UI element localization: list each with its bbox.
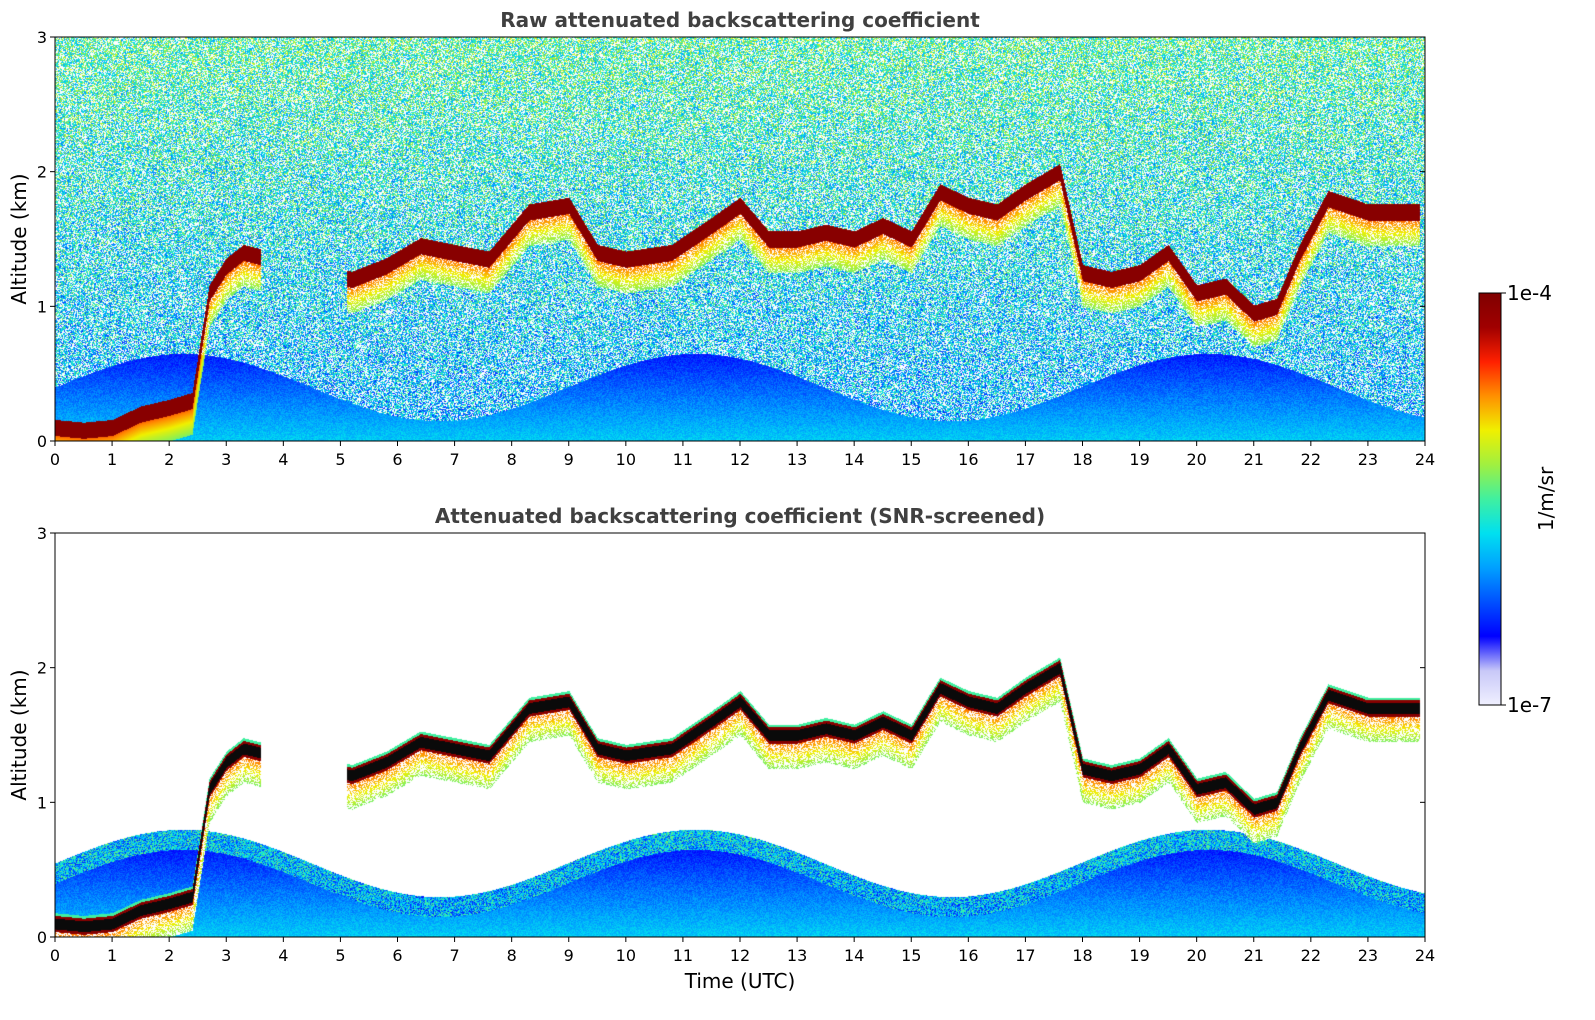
raw-y-ticks: 0 1 2 3 xyxy=(37,28,1425,451)
x-tick-label: 1 xyxy=(107,450,117,469)
x-tick-label: 19 xyxy=(1129,450,1149,469)
x-tick-label: 0 xyxy=(50,450,60,469)
x-tick-label: 24 xyxy=(1415,946,1435,965)
screened-y-ticks: 0 1 2 3 xyxy=(37,524,1425,947)
x-tick-label: 3 xyxy=(221,450,231,469)
x-tick-label: 9 xyxy=(564,946,574,965)
x-tick-label: 3 xyxy=(221,946,231,965)
x-tick-label: 13 xyxy=(787,450,807,469)
x-tick-label: 8 xyxy=(507,946,517,965)
x-tick-label: 21 xyxy=(1244,946,1264,965)
x-tick-label: 18 xyxy=(1072,946,1092,965)
x-tick-label: 14 xyxy=(844,450,864,469)
x-tick-label: 2 xyxy=(164,450,174,469)
x-tick-label: 21 xyxy=(1244,450,1264,469)
raw-heatmap-area xyxy=(55,37,1425,441)
raw-y-axis-label: Altitude (km) xyxy=(7,173,31,304)
colorbar-min-label: 1e-7 xyxy=(1507,693,1552,717)
screened-heatmap-canvas xyxy=(55,533,1425,937)
raw-heatmap-canvas xyxy=(55,37,1425,441)
x-tick-label: 13 xyxy=(787,946,807,965)
raw-panel-title: Raw attenuated backscattering coefficien… xyxy=(500,8,980,32)
x-tick-label: 23 xyxy=(1358,450,1378,469)
x-tick-label: 11 xyxy=(673,946,693,965)
x-tick-label: 24 xyxy=(1415,450,1435,469)
x-tick-label: 5 xyxy=(335,946,345,965)
x-tick-label: 12 xyxy=(730,946,750,965)
x-tick-label: 23 xyxy=(1358,946,1378,965)
y-tick-label: 1 xyxy=(37,793,47,812)
x-axis-label: Time (UTC) xyxy=(684,969,796,993)
x-tick-label: 20 xyxy=(1186,946,1206,965)
colorbar: 1e-4 1e-7 1/m/sr xyxy=(1478,281,1558,717)
x-tick-label: 10 xyxy=(616,450,636,469)
screened-x-ticks: 0 1 2 3 4 5 6 7 8 9 10 11 12 13 14 15 16 17 18 19 20 21 22 23 24 xyxy=(50,937,1435,965)
y-tick-label: 0 xyxy=(37,432,47,451)
x-tick-label: 7 xyxy=(449,450,459,469)
x-tick-label: 16 xyxy=(958,450,978,469)
x-tick-label: 12 xyxy=(730,450,750,469)
y-tick-label: 0 xyxy=(37,928,47,947)
colorbar-gradient xyxy=(1478,292,1502,706)
raw-backscatter-panel: Raw attenuated backscattering coefficien… xyxy=(7,8,1435,469)
x-tick-label: 8 xyxy=(507,450,517,469)
x-tick-label: 22 xyxy=(1301,946,1321,965)
y-tick-label: 2 xyxy=(37,163,47,182)
x-tick-label: 15 xyxy=(901,450,921,469)
x-tick-label: 16 xyxy=(958,946,978,965)
x-tick-label: 0 xyxy=(50,946,60,965)
colorbar-max-label: 1e-4 xyxy=(1507,281,1552,305)
x-tick-label: 14 xyxy=(844,946,864,965)
x-tick-label: 19 xyxy=(1129,946,1149,965)
screened-heatmap-area xyxy=(55,533,1425,937)
y-tick-label: 1 xyxy=(37,297,47,316)
x-tick-label: 11 xyxy=(673,450,693,469)
x-tick-label: 2 xyxy=(164,946,174,965)
x-tick-label: 5 xyxy=(335,450,345,469)
x-tick-label: 6 xyxy=(392,946,402,965)
x-tick-label: 17 xyxy=(1015,450,1035,469)
colorbar-unit-label: 1/m/sr xyxy=(1534,466,1558,531)
screened-panel-title: Attenuated backscattering coefficient (S… xyxy=(435,504,1045,528)
x-tick-label: 10 xyxy=(616,946,636,965)
x-tick-label: 9 xyxy=(564,450,574,469)
x-tick-label: 4 xyxy=(278,450,288,469)
y-tick-label: 2 xyxy=(37,659,47,678)
x-tick-label: 22 xyxy=(1301,450,1321,469)
screened-backscatter-panel: Attenuated backscattering coefficient (S… xyxy=(7,504,1435,993)
x-tick-label: 1 xyxy=(107,946,117,965)
x-tick-label: 18 xyxy=(1072,450,1092,469)
raw-x-ticks: 0 1 2 3 4 5 6 7 8 9 10 11 12 13 14 15 16 17 18 19 20 21 22 23 24 xyxy=(50,441,1435,469)
y-tick-label: 3 xyxy=(37,524,47,543)
x-tick-label: 20 xyxy=(1186,450,1206,469)
screened-y-axis-label: Altitude (km) xyxy=(7,669,31,800)
x-tick-label: 15 xyxy=(901,946,921,965)
x-tick-label: 6 xyxy=(392,450,402,469)
y-tick-label: 3 xyxy=(37,28,47,47)
x-tick-label: 4 xyxy=(278,946,288,965)
x-tick-label: 7 xyxy=(449,946,459,965)
x-tick-label: 17 xyxy=(1015,946,1035,965)
